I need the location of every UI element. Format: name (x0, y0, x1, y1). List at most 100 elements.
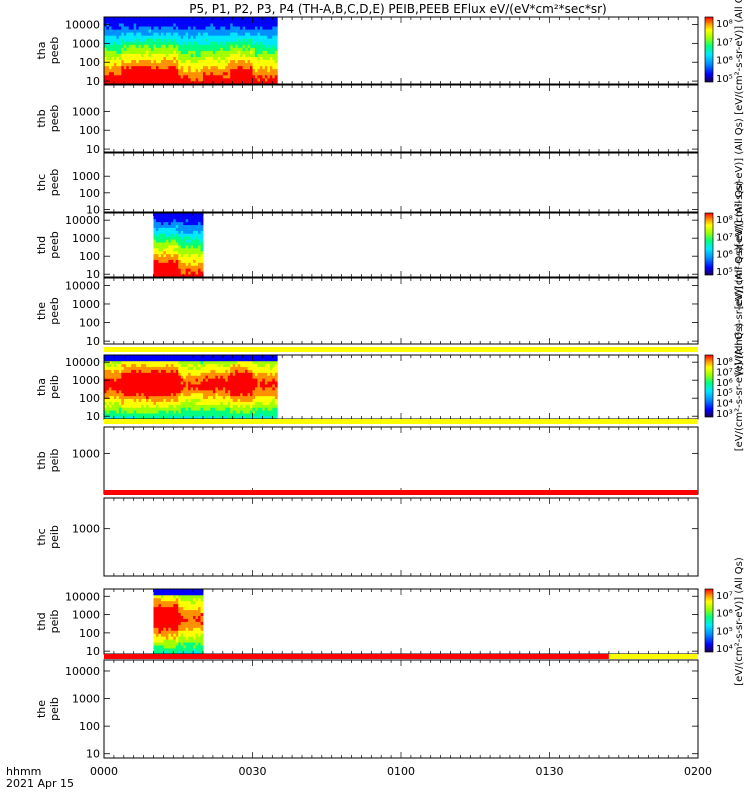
spectro-cell (274, 80, 278, 85)
spectro-cell (257, 407, 261, 411)
spectro-cell (141, 378, 145, 382)
spectro-cell (133, 56, 137, 61)
spectro-cell (158, 77, 162, 82)
spectro-cell (215, 360, 219, 365)
spectro-cell (198, 360, 201, 365)
spectro-cell (188, 387, 192, 391)
spectro-cell (198, 32, 201, 36)
spectro-cell (168, 233, 172, 237)
spectro-cell (183, 384, 187, 388)
spectro-cell (212, 32, 216, 36)
spectro-cell (111, 360, 115, 365)
spectro-cell (183, 38, 187, 42)
spectro-cell (235, 56, 239, 61)
spectro-cell (252, 404, 256, 408)
spectro-cell (210, 384, 214, 388)
spectro-cell (118, 59, 122, 64)
spectro-cell (193, 256, 196, 260)
spectro-cell (165, 395, 169, 400)
spectro-cell (141, 407, 145, 411)
spectro-cell (240, 71, 244, 76)
spectro-cell (180, 62, 184, 67)
spectro-cell (165, 215, 169, 220)
spectro-cell (190, 17, 194, 21)
spectro-cell (165, 591, 169, 596)
spectro-cell (210, 77, 214, 82)
spectro-cell (272, 363, 276, 368)
spectro-cell (111, 413, 115, 417)
spectro-cell (203, 20, 206, 24)
spectro-cell (121, 369, 125, 373)
spectro-cell (250, 65, 253, 70)
spectro-cell (146, 410, 149, 414)
spectro-cell (148, 44, 152, 48)
spectro-cell (133, 74, 137, 79)
spectro-cell (131, 416, 135, 420)
spectro-cell (185, 26, 189, 30)
spectro-cell (121, 50, 125, 54)
spectro-cell (123, 77, 127, 82)
spectro-cell (163, 227, 167, 231)
spectro-cell (175, 17, 179, 21)
spectro-cell (227, 389, 231, 394)
spectro-cell (118, 410, 122, 414)
spectro-cell (195, 253, 199, 258)
spectro-cell (274, 44, 278, 48)
spectro-cell (148, 387, 152, 391)
spectro-cell (227, 384, 231, 388)
spectro-cell (175, 221, 179, 226)
spectro-cell (173, 38, 177, 42)
spectro-cell (257, 68, 261, 73)
spectro-cell (170, 250, 174, 255)
spectro-cell (183, 407, 187, 411)
spectro-cell (193, 215, 196, 220)
spectro-cell (188, 62, 192, 67)
spectro-cell (257, 355, 261, 359)
spectro-cell (131, 387, 135, 391)
spectro-cell (188, 627, 192, 631)
spectro-cell (146, 372, 149, 376)
spectro-cell (158, 651, 162, 655)
spectro-cell (170, 74, 174, 79)
spectro-cell (183, 633, 187, 637)
panel-label-probe: tha (35, 41, 48, 59)
spectro-cell (111, 363, 115, 368)
spectro-cell (173, 230, 177, 234)
spectro-cell (264, 366, 268, 370)
spectro-cell (240, 407, 244, 411)
spectro-cell (151, 32, 154, 36)
spectro-cell (138, 360, 142, 365)
spectro-cell (160, 639, 164, 643)
spectro-cell (160, 47, 164, 51)
spectro-cell (188, 29, 192, 33)
spectro-cell (188, 375, 192, 379)
spectro-cell (170, 600, 174, 605)
spectro-cell (163, 360, 167, 365)
spectro-cell (222, 355, 226, 359)
spectro-cell (113, 398, 117, 402)
spectro-cell (222, 360, 226, 365)
spectro-cell (138, 407, 142, 411)
spectro-cell (245, 384, 248, 388)
spectro-cell (237, 47, 241, 51)
spectro-cell (262, 369, 266, 373)
spectro-cell (160, 224, 164, 228)
spectro-cell (212, 53, 216, 57)
spectro-cell (168, 375, 172, 379)
spectro-cell (190, 29, 194, 33)
spectro-cell (160, 600, 164, 605)
spectro-cell (220, 395, 224, 400)
spectro-cell (111, 401, 115, 405)
spectro-cell (269, 392, 273, 397)
spectro-cell (141, 357, 145, 362)
spectro-cell (104, 413, 107, 417)
spectro-cell (230, 77, 234, 82)
spectro-cell (151, 360, 154, 365)
spectro-cell (111, 366, 115, 370)
spectro-cell (230, 401, 234, 405)
spectro-cell (235, 47, 239, 51)
spectro-cell (128, 389, 132, 394)
spectro-cell (190, 53, 194, 57)
spectro-cell (254, 20, 258, 24)
